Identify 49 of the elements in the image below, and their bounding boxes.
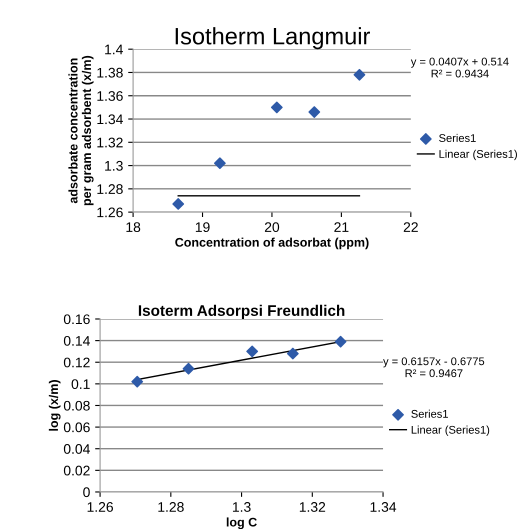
y-axis-title: adsorbate concentration per gram adsorbent (x/m) (68, 56, 94, 206)
y-tick-label: 1.34 (97, 114, 123, 124)
point (131, 376, 144, 388)
y-tick-label: 0.02 (64, 466, 90, 476)
x-tick-label: 19 (196, 222, 210, 232)
point (172, 198, 184, 210)
point (308, 106, 320, 118)
y-axis-title: log (x/m) (48, 380, 61, 431)
legend-label: Linear (Series1) (412, 426, 490, 436)
y-tick-label: 1.4 (105, 44, 123, 54)
y-tick-label: 0.16 (64, 314, 90, 324)
y-tick-label: 0.14 (64, 336, 90, 346)
y-tick-label: 1.3 (105, 160, 123, 171)
y-tick-label: 0.08 (64, 400, 90, 411)
y-tick-label: 0.04 (64, 444, 90, 454)
y-tick-label: 1.32 (97, 138, 123, 148)
legend-label: Series1 (439, 134, 476, 142)
point (334, 336, 346, 348)
x-tick-label: 21 (334, 222, 348, 232)
y-tick-label: 0.1 (72, 379, 90, 390)
chart-title: Isotherm Langmuir (176, 27, 370, 50)
x-axis-title: log C (226, 517, 257, 529)
y-tick-label: 0.06 (64, 422, 90, 432)
x-tick-label: 1.32 (300, 502, 326, 512)
chart-title: Isoterm Adsorpsi Freundlich (138, 304, 344, 319)
point (246, 346, 258, 358)
y-tick-label: 0.12 (64, 358, 90, 368)
legend-label: Linear (Series1) (440, 150, 517, 160)
point (270, 101, 283, 114)
point (214, 157, 226, 170)
y-tick-label: 1.28 (97, 184, 123, 194)
x-tick-label: 1.28 (158, 502, 184, 512)
x-tick-label: 22 (404, 222, 418, 232)
y-tick-label: 0 (83, 487, 90, 498)
x-axis-title: Concentration of adsorbat (ppm) (175, 238, 369, 250)
point (354, 68, 366, 81)
point (182, 362, 194, 375)
text: y = 0.0407x + 0.514 R² = 0.9434 (410, 58, 509, 78)
x-tick-label: 20 (264, 222, 280, 232)
x-tick-label: 1.3 (232, 502, 251, 512)
y-tick-label: 1.38 (97, 68, 123, 78)
text: y = 0.6157x - 0.6775 R² = 0.9467 (383, 357, 484, 378)
point (286, 348, 299, 360)
x-tick-label: 1.26 (88, 502, 113, 512)
x-tick-label: 18 (126, 222, 140, 232)
y-tick-label: 1.26 (97, 207, 123, 218)
legend-label: Series1 (411, 410, 448, 418)
y-tick-label: 1.36 (97, 91, 123, 101)
x-tick-label: 1.34 (370, 502, 396, 512)
